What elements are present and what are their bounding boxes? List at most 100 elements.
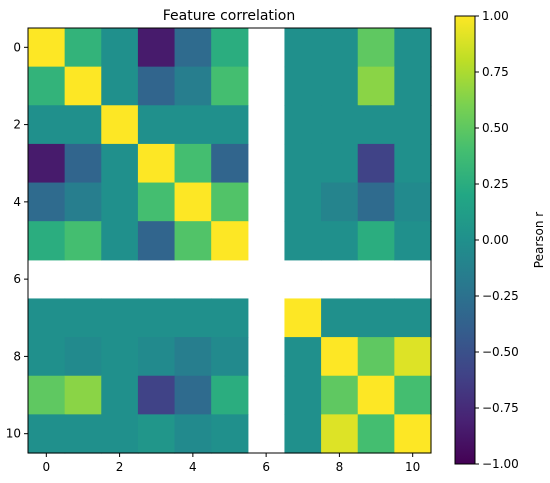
heatmap-cell-r10-c0	[28, 414, 66, 454]
chart-title: Feature correlation	[163, 8, 295, 24]
heatmap-cell-r8-c5	[211, 337, 249, 377]
x-tick-label: 8	[336, 460, 344, 474]
heatmap-cell-r2-c3	[137, 105, 176, 145]
heatmap-cell-r7-c9	[357, 298, 395, 338]
heatmap-cell-r9-c7	[284, 375, 322, 415]
heatmap-cell-r7-c4	[174, 298, 212, 338]
heatmap-cell-r1-c9	[357, 66, 395, 106]
heatmap-cell-r4-c4	[174, 182, 212, 222]
colorbar-tick-label: 0.25	[482, 177, 509, 191]
heatmap-cell-r5-c4	[174, 221, 212, 261]
heatmap-cell-r9-c3	[137, 375, 176, 415]
heatmap-cell-r3-c9	[357, 143, 395, 184]
heatmap-cell-r5-c0	[28, 221, 66, 261]
heatmap-cell-r0-c4	[174, 28, 212, 68]
x-tick-label: 6	[262, 460, 270, 474]
x-tick-label: 2	[116, 460, 124, 474]
colorbar-tick-label: −0.75	[482, 401, 519, 415]
heatmap-cell-r3-c10	[394, 143, 432, 184]
heatmap-cell-r3-c5	[211, 143, 249, 184]
heatmap-cell-r4-c8	[321, 182, 359, 222]
heatmap-cell-r2-c5	[211, 105, 249, 145]
heatmap-cell-r3-c0	[28, 143, 66, 184]
heatmap-cell-r5-c8	[321, 221, 359, 261]
heatmap-cell-r3-c3	[137, 143, 176, 184]
heatmap-cell-r8-c1	[64, 337, 102, 377]
heatmap-cell-r0-c1	[64, 28, 102, 68]
x-tick-label: 10	[405, 460, 420, 474]
heatmap-cell-r9-c4	[174, 375, 212, 415]
colorbar-tick-label: −0.50	[482, 345, 519, 359]
y-tick-label: 10	[6, 427, 21, 441]
heatmap-cell-r3-c2	[101, 143, 139, 184]
y-tick-label: 2	[13, 118, 21, 132]
heatmap-cell-r9-c1	[64, 375, 102, 415]
heatmap-cell-r0-c8	[321, 28, 359, 68]
heatmap-cell-r7-c8	[321, 298, 359, 338]
y-tick-label: 8	[13, 349, 21, 363]
heatmap-cell-r5-c2	[101, 221, 139, 261]
heatmap-cell-r8-c7	[284, 337, 322, 377]
heatmap-cell-r3-c4	[174, 143, 212, 184]
heatmap-cell-r5-c3	[137, 221, 176, 261]
y-tick-label: 4	[13, 195, 21, 209]
heatmap-cell-r10-c2	[101, 414, 139, 454]
heatmap-cell-r4-c7	[284, 182, 322, 222]
plot-frame	[27, 27, 432, 454]
heatmap-cell-r9-c9	[357, 375, 395, 415]
heatmap-cell-r2-c9	[357, 105, 395, 145]
heatmap-cell-r2-c0	[28, 105, 66, 145]
y-tick-label: 6	[13, 272, 21, 286]
heatmap-cell-r7-c5	[211, 298, 249, 338]
colorbar-tick-label: 0.50	[482, 121, 509, 135]
heatmap-cell-r8-c0	[28, 337, 66, 377]
heatmap-cell-r0-c2	[101, 28, 139, 68]
heatmap-cell-r4-c3	[137, 182, 176, 222]
colorbar-tick-label: −1.00	[482, 457, 519, 471]
heatmap-cell-r1-c5	[211, 66, 249, 106]
heatmap-cell-r3-c8	[321, 143, 359, 184]
heatmap-cell-r2-c1	[64, 105, 102, 145]
heatmap-cell-r3-c1	[64, 143, 102, 184]
heatmap-cell-r7-c10	[394, 298, 432, 338]
heatmap-cell-r9-c10	[394, 375, 432, 415]
heatmap-cell-r4-c2	[101, 182, 139, 222]
heatmap-cell-r0-c5	[211, 28, 249, 68]
heatmap-cell-r4-c1	[64, 182, 102, 222]
colorbar-tick-label: 1.00	[482, 9, 509, 23]
heatmap-cell-r5-c5	[211, 221, 249, 261]
colorbar	[455, 16, 475, 464]
heatmap-cell-r5-c1	[64, 221, 102, 261]
heatmap-cell-r8-c10	[394, 337, 432, 377]
heatmap-cell-r10-c1	[64, 414, 102, 454]
heatmap-cell-r7-c0	[28, 298, 66, 338]
heatmap-cell-r0-c3	[137, 28, 176, 68]
heatmap-cell-r10-c7	[284, 414, 322, 454]
heatmap-cell-r0-c9	[357, 28, 395, 68]
heatmap-cell-r7-c2	[101, 298, 139, 338]
x-axis: 0 2 4 6 8 10	[42, 453, 420, 474]
heatmap-cell-r5-c10	[394, 221, 432, 261]
x-tick-label: 4	[189, 460, 197, 474]
heatmap-cell-r0-c7	[284, 28, 322, 68]
heatmap-cell-r8-c9	[357, 337, 395, 377]
heatmap-cell-r1-c10	[394, 66, 432, 106]
heatmap-cell-r4-c0	[28, 182, 66, 222]
heatmap-cell-r10-c5	[211, 414, 249, 454]
heatmap-cell-r1-c0	[28, 66, 66, 106]
heatmap-cell-r4-c9	[357, 182, 395, 222]
heatmap-cell-r7-c7	[284, 298, 322, 338]
x-tick-label: 0	[42, 460, 50, 474]
heatmap-cell-r1-c4	[174, 66, 212, 106]
heatmap-cell-r9-c8	[321, 375, 359, 415]
colorbar-tick-label: −0.25	[482, 289, 519, 303]
heatmap-cell-r7-c1	[64, 298, 102, 338]
heatmap-cell-r10-c4	[174, 414, 212, 454]
heatmap-cell-r9-c0	[28, 375, 66, 415]
heatmap-cell-r10-c10	[394, 414, 432, 454]
heatmap-cell-r3-c7	[284, 143, 322, 184]
heatmap-cell-r2-c2	[101, 105, 139, 145]
heatmap-cell-r2-c10	[394, 105, 432, 145]
heatmap-cell-r8-c8	[321, 337, 359, 377]
